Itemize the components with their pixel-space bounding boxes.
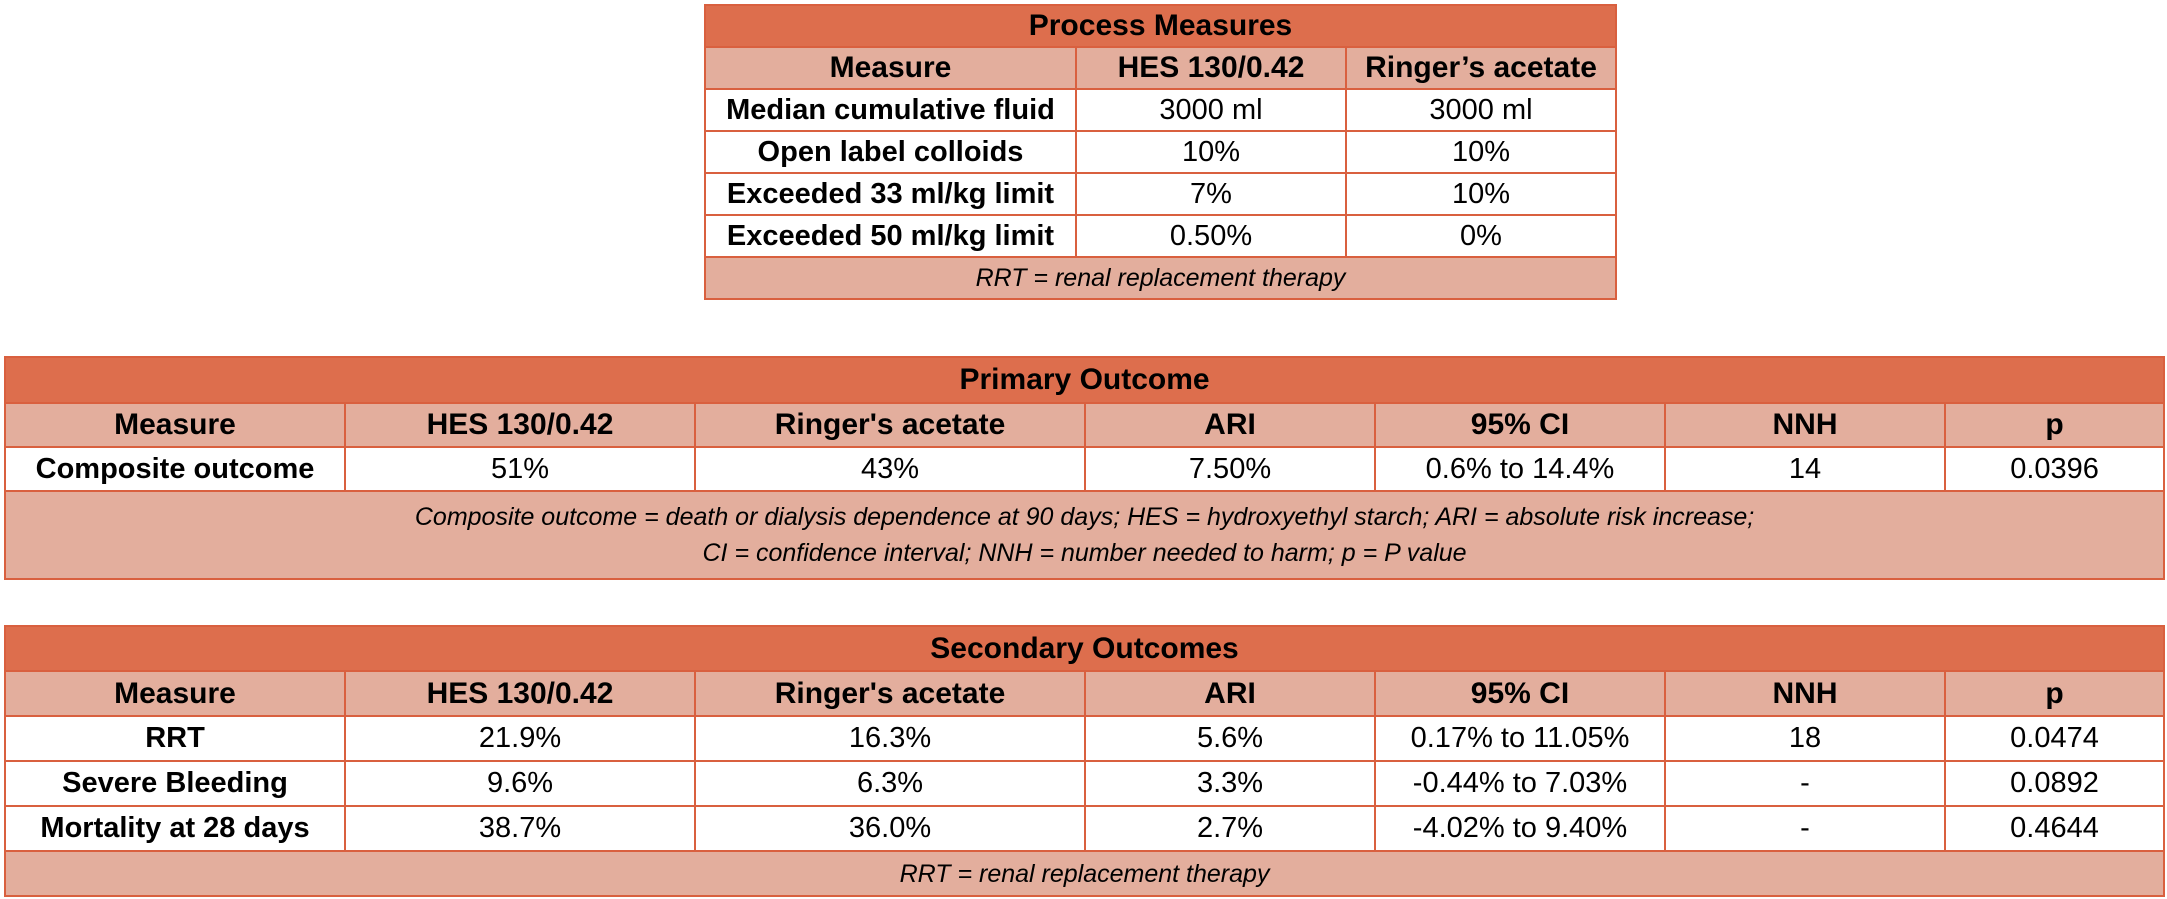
- table-row: Severe Bleeding 9.6% 6.3% 3.3% -0.44% to…: [4, 760, 2166, 807]
- table-row: Mortality at 28 days 38.7% 36.0% 2.7% -4…: [4, 805, 2166, 852]
- table-cell: 10%: [1345, 130, 1617, 174]
- table-cell: 0.17% to 11.05%: [1374, 715, 1666, 762]
- column-header: 95% CI: [1374, 670, 1666, 717]
- table-title: Secondary Outcomes: [3, 625, 2166, 672]
- process-measures-table: Process Measures Measure HES 130/0.42 Ri…: [704, 4, 1617, 300]
- table-title: Primary Outcome: [3, 356, 2166, 404]
- footnote-line: Composite outcome = death or dialysis de…: [414, 503, 1755, 531]
- column-header: Measure: [4, 670, 346, 717]
- column-header: NNH: [1664, 402, 1946, 448]
- table-cell: 36.0%: [694, 805, 1086, 852]
- table-cell: -4.02% to 9.40%: [1374, 805, 1666, 852]
- table-cell: 43%: [694, 446, 1086, 492]
- table-cell: 21.9%: [344, 715, 696, 762]
- table-footnote: RRT = renal replacement therapy: [3, 850, 2166, 897]
- column-header: Ringer's acetate: [694, 402, 1086, 448]
- table-cell: 3000 ml: [1345, 88, 1617, 132]
- table-row: Exceeded 50 ml/kg limit 0.50% 0%: [704, 214, 1617, 258]
- table-cell: 38.7%: [344, 805, 696, 852]
- table-cell: 0.0892: [1943, 760, 2166, 807]
- table-cell: 3.3%: [1084, 760, 1376, 807]
- table-cell: 10%: [1345, 172, 1617, 216]
- table-cell: 18: [1664, 715, 1946, 762]
- table-cell: 5.6%: [1084, 715, 1376, 762]
- row-label: Severe Bleeding: [4, 760, 346, 807]
- row-label: Composite outcome: [4, 446, 346, 492]
- table-cell: -: [1664, 760, 1946, 807]
- table-cell: 9.6%: [344, 760, 696, 807]
- column-header: 95% CI: [1374, 402, 1666, 448]
- table-cell: 0.6% to 14.4%: [1374, 446, 1666, 492]
- row-label: Exceeded 33 ml/kg limit: [704, 172, 1077, 216]
- column-header: p: [1943, 402, 2166, 448]
- column-header: Ringer’s acetate: [1345, 46, 1617, 90]
- column-header: NNH: [1664, 670, 1946, 717]
- table-row: Exceeded 33 ml/kg limit 7% 10%: [704, 172, 1617, 216]
- table-row: RRT 21.9% 16.3% 5.6% 0.17% to 11.05% 18 …: [4, 715, 2166, 762]
- table-cell: 6.3%: [694, 760, 1086, 807]
- column-header: HES 130/0.42: [1075, 46, 1347, 90]
- table-cell: 16.3%: [694, 715, 1086, 762]
- row-label: RRT: [4, 715, 346, 762]
- table-cell: 7.50%: [1084, 446, 1376, 492]
- column-header: ARI: [1084, 670, 1376, 717]
- table-cell: 2.7%: [1084, 805, 1376, 852]
- table-cell: 7%: [1075, 172, 1347, 216]
- table-cell: 10%: [1075, 130, 1347, 174]
- table-row: Composite outcome 51% 43% 7.50% 0.6% to …: [4, 446, 2166, 492]
- row-label: Mortality at 28 days: [4, 805, 346, 852]
- table-cell: 51%: [344, 446, 696, 492]
- table-cell: -: [1664, 805, 1946, 852]
- table-cell: 0%: [1345, 214, 1617, 258]
- secondary-outcomes-table: Secondary Outcomes Measure HES 130/0.42 …: [3, 625, 2166, 897]
- column-header: HES 130/0.42: [344, 402, 696, 448]
- column-header: p: [1943, 670, 2166, 717]
- column-header: HES 130/0.42: [344, 670, 696, 717]
- row-label: Median cumulative fluid: [704, 88, 1077, 132]
- table-row: Median cumulative fluid 3000 ml 3000 ml: [704, 88, 1617, 132]
- column-header: ARI: [1084, 402, 1376, 448]
- row-label: Open label colloids: [704, 130, 1077, 174]
- table-cell: 0.4644: [1943, 805, 2166, 852]
- table-cell: -0.44% to 7.03%: [1374, 760, 1666, 807]
- table-title: Process Measures: [704, 4, 1617, 48]
- table-footnote: RRT = renal replacement therapy: [704, 256, 1617, 300]
- column-header: Measure: [704, 46, 1077, 90]
- table-cell: 0.0474: [1943, 715, 2166, 762]
- table-row: Open label colloids 10% 10%: [704, 130, 1617, 174]
- row-label: Exceeded 50 ml/kg limit: [704, 214, 1077, 258]
- table-cell: 14: [1664, 446, 1946, 492]
- table-cell: 0.50%: [1075, 214, 1347, 258]
- primary-outcome-table: Primary Outcome Measure HES 130/0.42 Rin…: [3, 356, 2166, 580]
- table-cell: 0.0396: [1943, 446, 2166, 492]
- column-header: Ringer's acetate: [694, 670, 1086, 717]
- footnote-line: CI = confidence interval; NNH = number n…: [702, 539, 1467, 567]
- column-header: Measure: [4, 402, 346, 448]
- table-cell: 3000 ml: [1075, 88, 1347, 132]
- table-footnote: Composite outcome = death or dialysis de…: [3, 490, 2166, 580]
